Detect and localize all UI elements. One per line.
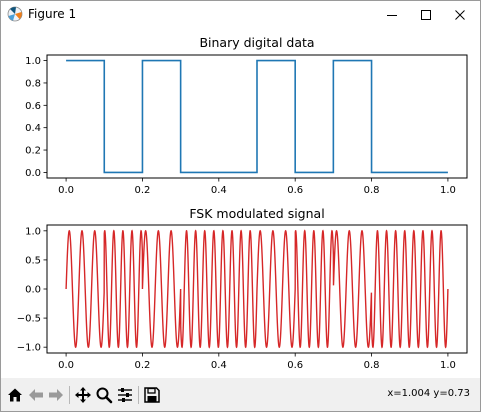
y-tick-label: 0.0: [25, 168, 41, 179]
maximize-button[interactable]: [409, 1, 443, 28]
x-tick-label: 0.6: [287, 185, 303, 196]
floppy-icon: [144, 387, 160, 403]
back-button[interactable]: [26, 386, 46, 404]
window-title: Figure 1: [28, 7, 77, 21]
plot-title: Binary digital data: [199, 35, 314, 50]
y-tick-label: −1.0: [17, 343, 41, 354]
x-tick-label: 1.0: [440, 360, 456, 371]
x-tick-label: 0.6: [287, 360, 303, 371]
close-icon: [455, 9, 465, 20]
cursor-coordinates: x=1.004 y=0.73: [387, 388, 470, 399]
maximize-icon: [421, 9, 431, 20]
move-icon: [75, 387, 91, 403]
fsk-signal-plot: FSK modulated signal 0.0 0.2 0.4 0.6 0.8 1.0 −…: [17, 206, 468, 371]
digital-data-line: [66, 59, 448, 174]
y-tick-label: 0.8: [25, 78, 41, 89]
arrow-right-icon: [49, 389, 63, 401]
save-button[interactable]: [142, 386, 162, 404]
y-tick-label: 0.6: [25, 101, 41, 112]
title-bar[interactable]: Figure 1: [1, 1, 480, 28]
matplotlib-logo-icon: [7, 6, 23, 22]
magnifier-icon: [96, 387, 113, 404]
zoom-button[interactable]: [94, 386, 114, 404]
configure-subplots-button[interactable]: [115, 386, 135, 404]
plot-title: FSK modulated signal: [189, 206, 324, 221]
x-tick-label: 0.8: [364, 360, 380, 371]
navigation-toolbar: x=1.004 y=0.73: [1, 378, 480, 411]
toolbar-separator: [69, 386, 70, 404]
y-tick-label: 0.0: [25, 285, 41, 296]
y-tick-label: 1.0: [25, 226, 41, 237]
x-tick-label: 0.2: [135, 185, 151, 196]
toolbar-separator: [138, 386, 139, 404]
arrow-left-icon: [29, 389, 43, 401]
home-button[interactable]: [5, 386, 25, 404]
x-tick-label: 0.8: [364, 185, 380, 196]
digital-data-plot: Binary digital data 0.0 0.2 0.4 0.6 0.8 1.0 0.…: [25, 35, 468, 196]
sliders-icon: [118, 388, 132, 402]
x-tick-label: 1.0: [440, 185, 456, 196]
x-tick-label: 0.0: [58, 360, 74, 371]
x-tick-label: 0.4: [211, 360, 227, 371]
y-tick-label: 0.5: [25, 255, 41, 266]
minimize-button[interactable]: [375, 1, 409, 28]
home-icon: [8, 388, 22, 402]
forward-button[interactable]: [46, 386, 66, 404]
close-button[interactable]: [443, 1, 477, 28]
x-tick-label: 0.0: [58, 185, 74, 196]
figure-canvas[interactable]: Binary digital data 0.0 0.2 0.4 0.6 0.8 1.0 0.…: [1, 28, 480, 378]
minimize-icon: [387, 14, 397, 16]
y-tick-label: 1.0: [25, 56, 41, 67]
y-tick-label: 0.4: [25, 123, 41, 134]
pan-button[interactable]: [73, 386, 93, 404]
y-tick-label: 0.2: [25, 146, 41, 157]
x-tick-label: 0.4: [211, 185, 227, 196]
y-tick-label: −0.5: [17, 314, 41, 325]
fsk-signal-line: [65, 229, 449, 349]
x-tick-label: 0.2: [135, 360, 151, 371]
